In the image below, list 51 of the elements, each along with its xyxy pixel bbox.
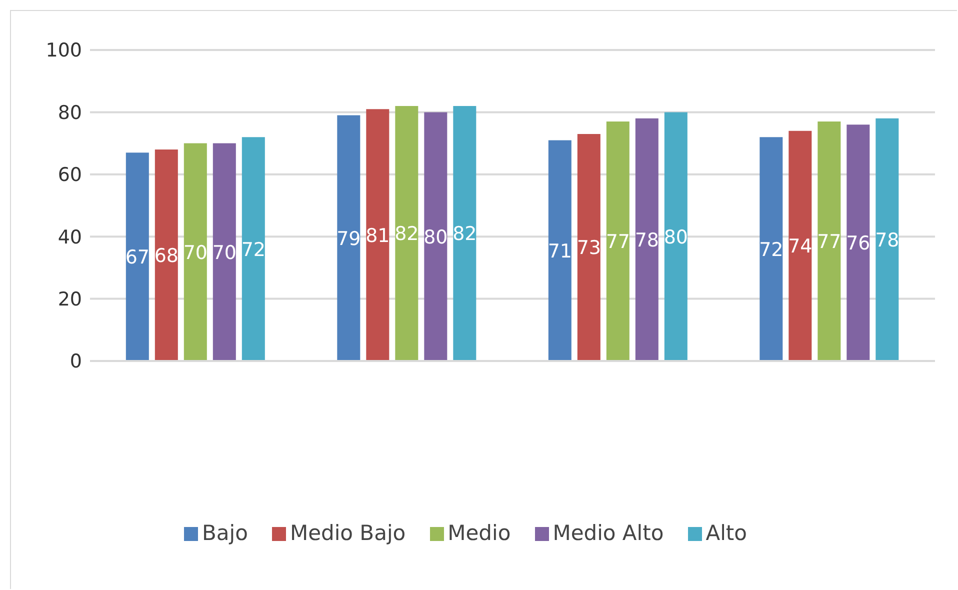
- data-label: 70: [183, 242, 208, 264]
- bar: [876, 118, 899, 361]
- legend-label: Alto: [706, 521, 748, 545]
- data-label: 78: [634, 229, 660, 252]
- bar: [760, 137, 783, 361]
- bar: [126, 152, 149, 361]
- data-label: 71: [548, 240, 572, 262]
- legend-label: Medio Bajo: [290, 521, 406, 545]
- bar: [154, 150, 178, 361]
- legend-label: Bajo: [202, 521, 248, 545]
- bar: [242, 137, 265, 361]
- data-label: 72: [241, 238, 266, 261]
- bar: [184, 143, 207, 361]
- data-label: 74: [788, 236, 812, 258]
- bar: [846, 124, 870, 361]
- data-label: 77: [817, 231, 842, 254]
- data-label: 82: [394, 223, 419, 246]
- bar: [337, 115, 360, 361]
- bar: [395, 106, 418, 361]
- y-tick-label: 80: [58, 102, 82, 124]
- data-label: 81: [366, 224, 390, 247]
- bar: [453, 106, 476, 361]
- data-label: 82: [452, 223, 477, 246]
- bar: [577, 134, 600, 361]
- data-label: 68: [154, 245, 179, 268]
- data-label: 80: [424, 226, 448, 248]
- legend-label: Medio Alto: [552, 521, 664, 545]
- y-tick-label: 0: [70, 350, 82, 373]
- data-label: 76: [846, 232, 870, 255]
- bar: [606, 122, 630, 361]
- legend-label: Medio: [448, 521, 511, 545]
- data-label: 79: [336, 228, 361, 250]
- bar: [788, 130, 812, 361]
- y-tick-label: 40: [58, 226, 82, 248]
- data-label: 67: [125, 246, 150, 269]
- data-label: 78: [875, 229, 900, 252]
- bar: [635, 118, 658, 361]
- data-label: 70: [212, 242, 237, 264]
- y-tick-label: 20: [58, 288, 82, 311]
- data-label: 80: [664, 226, 688, 248]
- bar: [818, 122, 841, 361]
- data-label: 73: [576, 237, 602, 260]
- data-label: 77: [606, 231, 630, 254]
- data-label: 72: [759, 238, 784, 261]
- bar: [548, 140, 572, 361]
- y-tick-label: 60: [58, 164, 82, 186]
- bar: [212, 143, 236, 361]
- y-tick-label: 100: [46, 40, 82, 62]
- bar: [424, 112, 448, 361]
- bar: [366, 109, 390, 361]
- bar: [664, 112, 688, 361]
